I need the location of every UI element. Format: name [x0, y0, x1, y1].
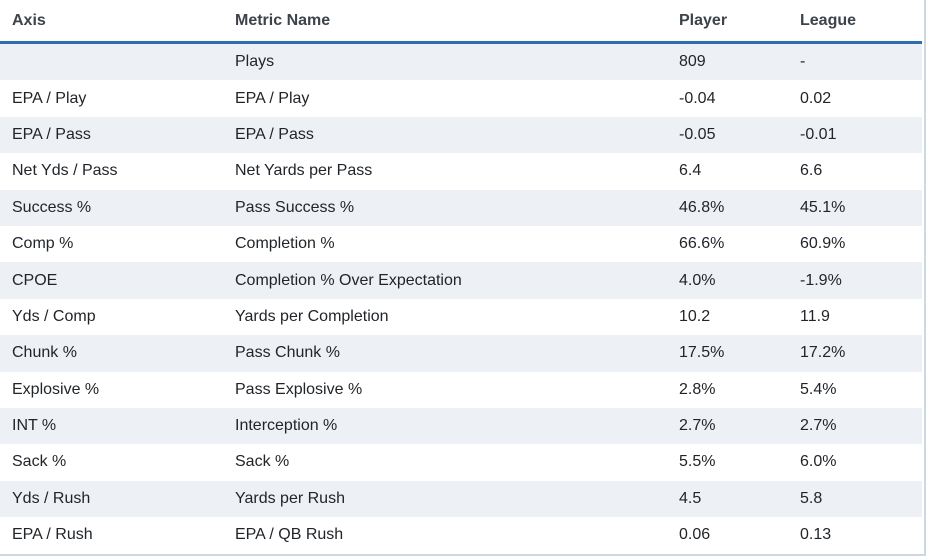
cell-player: 46.8% — [679, 198, 725, 216]
cell-player: -0.05 — [679, 125, 716, 143]
table-row: Chunk % Pass Chunk % 17.5% 17.2% — [0, 335, 922, 372]
column-header-player: Player — [667, 0, 788, 44]
table-row: Comp % Completion % 66.6% 60.9% — [0, 226, 922, 262]
cell-player: -0.04 — [679, 89, 716, 107]
cell-league: 0.02 — [800, 89, 832, 107]
table-row: CPOE Completion % Over Expectation 4.0% -1.… — [0, 262, 922, 299]
cell-league: -0.01 — [800, 125, 837, 143]
cell-league: 6.6 — [800, 162, 823, 180]
cell-metric: EPA / QB Rush — [235, 526, 344, 544]
cell-metric: Completion % Over Expectation — [235, 271, 462, 289]
header-row: Axis Metric Name Player League — [0, 0, 922, 44]
cell-league: 17.2% — [800, 344, 846, 362]
cell-player: 4.5 — [679, 489, 702, 507]
column-header-axis: Axis — [0, 0, 223, 44]
cell-axis: Success % — [12, 198, 92, 216]
cell-league: 6.0% — [800, 453, 837, 471]
cell-axis: INT % — [12, 417, 57, 435]
cell-metric: EPA / Pass — [235, 125, 314, 143]
cell-league: -1.9% — [800, 271, 842, 289]
cell-axis: Yds / Comp — [12, 307, 96, 325]
cell-player: 66.6% — [679, 235, 725, 253]
cell-league: 5.4% — [800, 380, 837, 398]
cell-metric: Pass Success % — [235, 198, 355, 216]
cell-league: 11.9 — [800, 307, 830, 325]
cell-league: 2.7% — [800, 417, 837, 435]
cell-metric: Completion % — [235, 235, 335, 253]
column-header-metric-name: Metric Name — [223, 0, 667, 44]
table-row: Yds / Rush Yards per Rush 4.5 5.8 — [0, 480, 922, 518]
cell-player: 5.5% — [679, 453, 716, 471]
table-header: Axis Metric Name Player League — [0, 0, 922, 44]
cell-player: 4.0% — [679, 271, 716, 289]
cell-axis: EPA / Rush — [12, 526, 93, 544]
cell-axis — [0, 43, 223, 81]
table-row: EPA / Pass EPA / Pass -0.05 -0.01 — [0, 116, 922, 154]
cell-axis: Explosive % — [12, 380, 100, 398]
column-header-league: League — [788, 0, 922, 44]
table-body: Plays 809- EPA / Play EPA / Play -0.04 0.02 EP… — [0, 42, 922, 554]
cell-metric: Yards per Rush — [235, 489, 345, 507]
cell-league: 60.9% — [800, 235, 846, 253]
cell-metric: Plays — [235, 53, 275, 71]
cell-player: 2.7% — [679, 417, 716, 435]
table-row: INT % Interception % 2.7% 2.7% — [0, 407, 922, 445]
table-row: EPA / Rush EPA / QB Rush 0.06 0.13 — [0, 517, 922, 553]
cell-league: 0.13 — [800, 526, 832, 544]
table-row: Yds / Comp Yards per Completion 10.2 11.9 — [0, 299, 922, 335]
cell-axis: CPOE — [12, 271, 58, 289]
cell-player: 2.8% — [679, 380, 716, 398]
cell-league: 5.8 — [800, 489, 823, 507]
cell-metric: Pass Explosive % — [235, 380, 363, 398]
cell-league: - — [800, 53, 806, 71]
table-row: EPA / Play EPA / Play -0.04 0.02 — [0, 80, 922, 116]
cell-metric: Net Yards per Pass — [235, 162, 373, 180]
cell-axis: EPA / Play — [12, 89, 87, 107]
cell-player: 809 — [679, 53, 706, 71]
cell-axis: Chunk % — [12, 344, 77, 362]
table-row: Success % Pass Success % 46.8% 45.1% — [0, 189, 922, 226]
cell-axis: Yds / Rush — [12, 489, 91, 507]
cell-axis: Net Yds / Pass — [12, 162, 118, 180]
table-row: Explosive % Pass Explosive % 2.8% 5.4% — [0, 372, 922, 408]
cell-metric: Sack % — [235, 453, 290, 471]
cell-metric: Interception % — [235, 417, 338, 435]
cell-player: 6.4 — [679, 162, 702, 180]
cell-metric: EPA / Play — [235, 89, 310, 107]
cell-league: 45.1% — [800, 198, 846, 216]
cell-player: 0.06 — [679, 526, 711, 544]
cell-metric: Yards per Completion — [235, 307, 389, 325]
table-row: Net Yds / Pass Net Yards per Pass 6.4 6.6 — [0, 153, 922, 189]
table-row: Plays 809 - — [0, 42, 922, 81]
cell-player: 10.2 — [679, 307, 711, 325]
cell-axis: Sack % — [12, 453, 67, 471]
cell-axis: EPA / Pass — [12, 125, 91, 143]
cell-metric: Pass Chunk % — [235, 344, 340, 362]
table-row: Sack % Sack % 5.5% 6.0% — [0, 444, 922, 480]
cell-axis: Comp % — [12, 235, 74, 253]
cell-player: 17.5% — [679, 344, 725, 362]
